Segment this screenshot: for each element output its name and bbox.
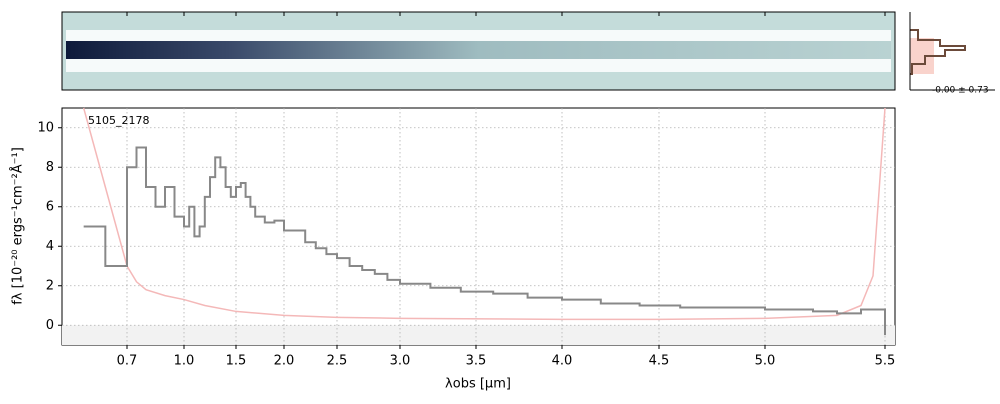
y-tick-label: 2 <box>46 278 54 293</box>
negative-shade <box>62 325 895 345</box>
x-axis-label: λobs [μm] <box>445 377 511 392</box>
flux-line <box>83 146 886 336</box>
y-tick-label: 4 <box>46 239 54 254</box>
x-tick-label: 5.5 <box>875 354 896 369</box>
x-tick-label: 1.0 <box>174 354 195 369</box>
x-tick-label: 2.0 <box>274 354 295 369</box>
x-tick-label: 1.5 <box>226 354 247 369</box>
x-tick-label: 4.0 <box>552 354 573 369</box>
y-tick-label: 10 <box>37 120 54 135</box>
inset-label: -0.00 ± 0.73 <box>932 86 989 96</box>
spectrum-2d-panel <box>61 11 896 91</box>
x-tick-label: 3.5 <box>466 354 487 369</box>
error-line <box>82 107 886 321</box>
y-tick-label: 6 <box>46 199 54 214</box>
x-tick-label: 2.5 <box>327 354 348 369</box>
x-tick-label: 4.5 <box>649 354 670 369</box>
x-tick-label: 5.0 <box>755 354 776 369</box>
y-tick-label: 0 <box>46 318 54 333</box>
x-tick-label: 3.0 <box>390 354 411 369</box>
y-tick-label: 8 <box>46 160 54 175</box>
y-axis-label: fλ [10⁻²⁰ ergs⁻¹cm⁻²Å⁻¹] <box>10 147 26 305</box>
histogram-panel: -0.00 ± 0.73 <box>909 12 995 96</box>
annotation: 5105_2178 <box>88 114 150 127</box>
x-tick-label: 0.7 <box>117 354 138 369</box>
